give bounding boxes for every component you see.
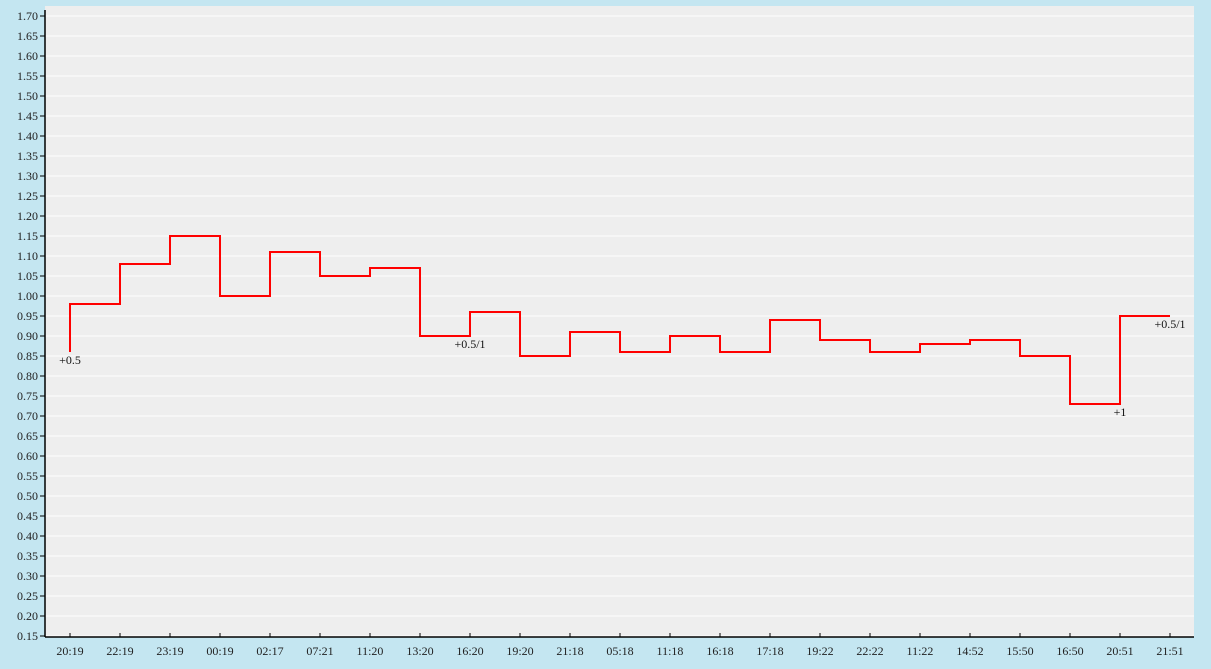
annotation-label: +0.5/1 (454, 337, 485, 351)
y-tick-label: 0.95 (17, 309, 38, 323)
x-tick-label: 00:19 (206, 644, 233, 658)
y-tick-label: 0.75 (17, 389, 38, 403)
y-tick-label: 1.10 (17, 249, 38, 263)
x-tick-label: 21:18 (556, 644, 583, 658)
y-tick-label: 0.40 (17, 529, 38, 543)
y-tick-label: 0.15 (17, 629, 38, 643)
x-tick-label: 02:17 (256, 644, 283, 658)
y-tick-label: 0.90 (17, 329, 38, 343)
y-tick-label: 1.30 (17, 169, 38, 183)
y-tick-label: 1.45 (17, 109, 38, 123)
y-tick-label: 0.45 (17, 509, 38, 523)
x-tick-label: 20:19 (56, 644, 83, 658)
x-tick-label: 17:18 (756, 644, 783, 658)
x-tick-label: 16:20 (456, 644, 483, 658)
y-tick-label: 1.70 (17, 9, 38, 23)
x-tick-label: 23:19 (156, 644, 183, 658)
x-tick-label: 22:22 (856, 644, 883, 658)
y-tick-label: 0.60 (17, 449, 38, 463)
x-tick-label: 21:51 (1156, 644, 1183, 658)
y-tick-label: 1.20 (17, 209, 38, 223)
y-tick-label: 1.05 (17, 269, 38, 283)
x-tick-label: 11:20 (357, 644, 384, 658)
annotation-label: +0.5/1 (1154, 317, 1185, 331)
y-tick-label: 0.85 (17, 349, 38, 363)
x-tick-label: 22:19 (106, 644, 133, 658)
plot-area (45, 6, 1194, 637)
y-tick-label: 0.35 (17, 549, 38, 563)
y-tick-label: 1.35 (17, 149, 38, 163)
x-tick-label: 20:51 (1106, 644, 1133, 658)
y-tick-label: 1.25 (17, 189, 38, 203)
y-tick-label: 1.65 (17, 29, 38, 43)
y-tick-label: 0.80 (17, 369, 38, 383)
y-tick-label: 1.40 (17, 129, 38, 143)
x-tick-label: 19:22 (806, 644, 833, 658)
x-tick-label: 11:18 (657, 644, 684, 658)
y-tick-label: 1.50 (17, 89, 38, 103)
x-tick-label: 11:22 (907, 644, 934, 658)
y-tick-label: 0.50 (17, 489, 38, 503)
y-tick-label: 1.60 (17, 49, 38, 63)
y-tick-label: 0.65 (17, 429, 38, 443)
x-tick-label: 05:18 (606, 644, 633, 658)
x-tick-label: 16:18 (706, 644, 733, 658)
odds-line (69, 235, 1170, 405)
y-tick-label: 1.00 (17, 289, 38, 303)
x-tick-label: 13:20 (406, 644, 433, 658)
y-tick-label: 0.70 (17, 409, 38, 423)
x-tick-label: 15:50 (1006, 644, 1033, 658)
y-tick-label: 0.25 (17, 589, 38, 603)
x-tick-label: 19:20 (506, 644, 533, 658)
y-tick-label: 0.20 (17, 609, 38, 623)
y-tick-label: 0.30 (17, 569, 38, 583)
annotation-label: +0.5 (59, 353, 81, 367)
x-tick-label: 07:21 (306, 644, 333, 658)
y-tick-label: 1.15 (17, 229, 38, 243)
y-tick-label: 1.55 (17, 69, 38, 83)
x-tick-label: 16:50 (1056, 644, 1083, 658)
y-tick-label: 0.55 (17, 469, 38, 483)
annotation-label: +1 (1114, 405, 1127, 419)
x-tick-label: 14:52 (956, 644, 983, 658)
